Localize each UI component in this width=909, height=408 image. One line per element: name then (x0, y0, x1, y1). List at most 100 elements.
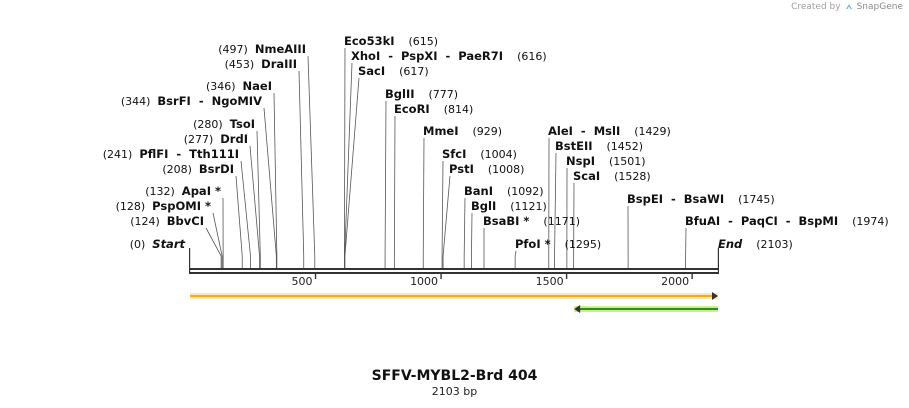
site-enzyme[interactable]: BstEII (1452) (555, 139, 643, 153)
site-position: (453) (225, 58, 262, 71)
site-position: (616) (503, 50, 547, 63)
site-label-text: (280) TsoI (193, 117, 255, 131)
site-name: BanI (464, 184, 493, 198)
site-enzyme[interactable]: (453) DraIII (225, 57, 297, 71)
sequence-backbone (189, 248, 719, 274)
site-enzyme[interactable]: ScaI (1528) (573, 169, 651, 183)
site-label-text: Eco53kI (615) (344, 34, 438, 48)
site-position: (128) (116, 200, 153, 213)
site-position: (1501) (595, 155, 646, 168)
feature-orange-arrow[interactable] (190, 292, 718, 300)
site-enzyme[interactable]: BspEI - BsaWI (1745) (627, 192, 775, 206)
site-name: PfoI * (515, 237, 551, 251)
site-name: BbvCI (167, 214, 204, 228)
site-label-text: BspEI - BsaWI (1745) (627, 192, 775, 206)
site-name: BsrDI (199, 162, 234, 176)
site-connector (344, 62, 353, 268)
site-enzyme[interactable]: (208) BsrDI (162, 162, 234, 176)
site-start: (0) Start (130, 237, 186, 251)
site-label-text: BglII (777) (385, 87, 458, 101)
site-enzyme[interactable]: NspI (1501) (566, 154, 646, 168)
site-enzyme[interactable]: (277) DrdI (184, 132, 248, 146)
site-name: AleI - MslI (548, 124, 620, 138)
ruler-tick (691, 273, 693, 279)
site-enzyme[interactable]: AleI - MslI (1429) (548, 124, 671, 138)
site-name: Eco53kI (344, 34, 395, 48)
start-cap (189, 248, 191, 274)
site-position: (617) (385, 65, 429, 78)
site-label-text: BfuAI - PaqCI - BspMI (1974) (685, 214, 889, 228)
site-position: (280) (193, 118, 230, 131)
site-enzyme[interactable]: MmeI (929) (423, 124, 502, 138)
ruler-ticks: 500 1000 1500 2000 (292, 273, 693, 288)
site-label-text: (124) BbvCI (130, 214, 204, 228)
site-enzyme[interactable]: (241) PflFI - Tth111I (103, 147, 239, 161)
site-connector (240, 160, 251, 268)
site-enzyme[interactable]: PfoI * (1295) (515, 237, 601, 251)
site-enzyme[interactable]: BglI (1121) (471, 199, 547, 213)
site-name: NaeI (243, 79, 272, 93)
site-position: (277) (184, 133, 221, 146)
site-label-text: XhoI - PspXI - PaeR7I (616) (351, 49, 547, 63)
site-enzyme[interactable]: (280) TsoI (193, 117, 255, 131)
backbone-top-strand (190, 268, 718, 270)
site-position: (1745) (724, 193, 775, 206)
backbone-bottom-strand (190, 272, 718, 274)
site-enzyme[interactable]: EcoRI (814) (394, 102, 473, 116)
site-label-text: (346) NaeI (206, 79, 272, 93)
site-enzyme[interactable]: Eco53kI (615) (344, 34, 438, 48)
site-connectors (205, 47, 687, 268)
site-label-text: BstEII (1452) (555, 139, 643, 153)
site-enzyme[interactable]: BanI (1092) (464, 184, 544, 198)
site-label-text: (128) PspOMI * (116, 199, 211, 213)
site-enzyme[interactable]: (346) NaeI (206, 79, 272, 93)
site-position: (1092) (493, 185, 544, 198)
site-name: EcoRI (394, 102, 430, 116)
ruler-tick-label: 1000 (410, 275, 438, 288)
site-enzyme[interactable]: (132) ApaI * (145, 184, 221, 198)
site-enzyme[interactable]: BfuAI - PaqCI - BspMI (1974) (685, 214, 889, 228)
site-enzyme[interactable]: PstI (1008) (449, 162, 524, 176)
site-name: DrdI (220, 132, 248, 146)
site-label-text: SacI (617) (358, 64, 429, 78)
credit-prefix: Created by (791, 2, 841, 12)
site-enzyme[interactable]: XhoI - PspXI - PaeR7I (616) (351, 49, 547, 63)
feature-arrowhead (712, 292, 718, 300)
site-position: (615) (395, 35, 439, 48)
site-enzyme[interactable]: BglII (777) (385, 87, 458, 101)
ruler-tick (314, 273, 317, 279)
site-name: XhoI - PspXI - PaeR7I (351, 49, 503, 63)
site-enzyme[interactable]: (497) NmeAIII (218, 42, 306, 56)
site-enzyme[interactable]: (124) BbvCI (130, 214, 204, 228)
site-position: (777) (415, 88, 459, 101)
site-position: (1008) (474, 163, 525, 176)
site-connector (463, 197, 466, 268)
site-label-text: SfcI (1004) (442, 147, 517, 161)
site-name: ScaI (573, 169, 600, 183)
end-cap (717, 248, 719, 274)
site-connector (307, 55, 316, 268)
site-label-text: MmeI (929) (423, 124, 502, 138)
site-label-text: (0) Start (130, 237, 186, 251)
snapgene-credit: Created by SnapGene (791, 2, 903, 12)
site-enzyme[interactable]: (128) PspOMI * (116, 199, 211, 213)
site-label-text: (277) DrdI (184, 132, 248, 146)
site-label-text: (497) NmeAIII (218, 42, 306, 56)
site-label-text: End (2103) (718, 237, 793, 251)
site-position: (132) (145, 185, 182, 198)
site-name: BsrFI - NgoMIV (157, 94, 262, 108)
credit-brand: SnapGene (856, 2, 903, 12)
site-label-text: BglI (1121) (471, 199, 547, 213)
site-position: (1528) (600, 170, 651, 183)
site-enzyme[interactable]: (344) BsrFI - NgoMIV (121, 94, 262, 108)
site-enzyme[interactable]: SfcI (1004) (442, 147, 517, 161)
site-connector (422, 137, 425, 268)
ruler-tick-label: 500 (292, 275, 313, 288)
site-name: BspEI - BsaWI (627, 192, 724, 206)
site-label-text: EcoRI (814) (394, 102, 473, 116)
site-enzyme[interactable]: BsaBI * (1171) (483, 214, 580, 228)
site-position: (929) (459, 125, 503, 138)
feature-green-arrow[interactable] (574, 305, 718, 313)
ruler-tick (565, 273, 568, 279)
site-enzyme[interactable]: SacI (617) (358, 64, 429, 78)
